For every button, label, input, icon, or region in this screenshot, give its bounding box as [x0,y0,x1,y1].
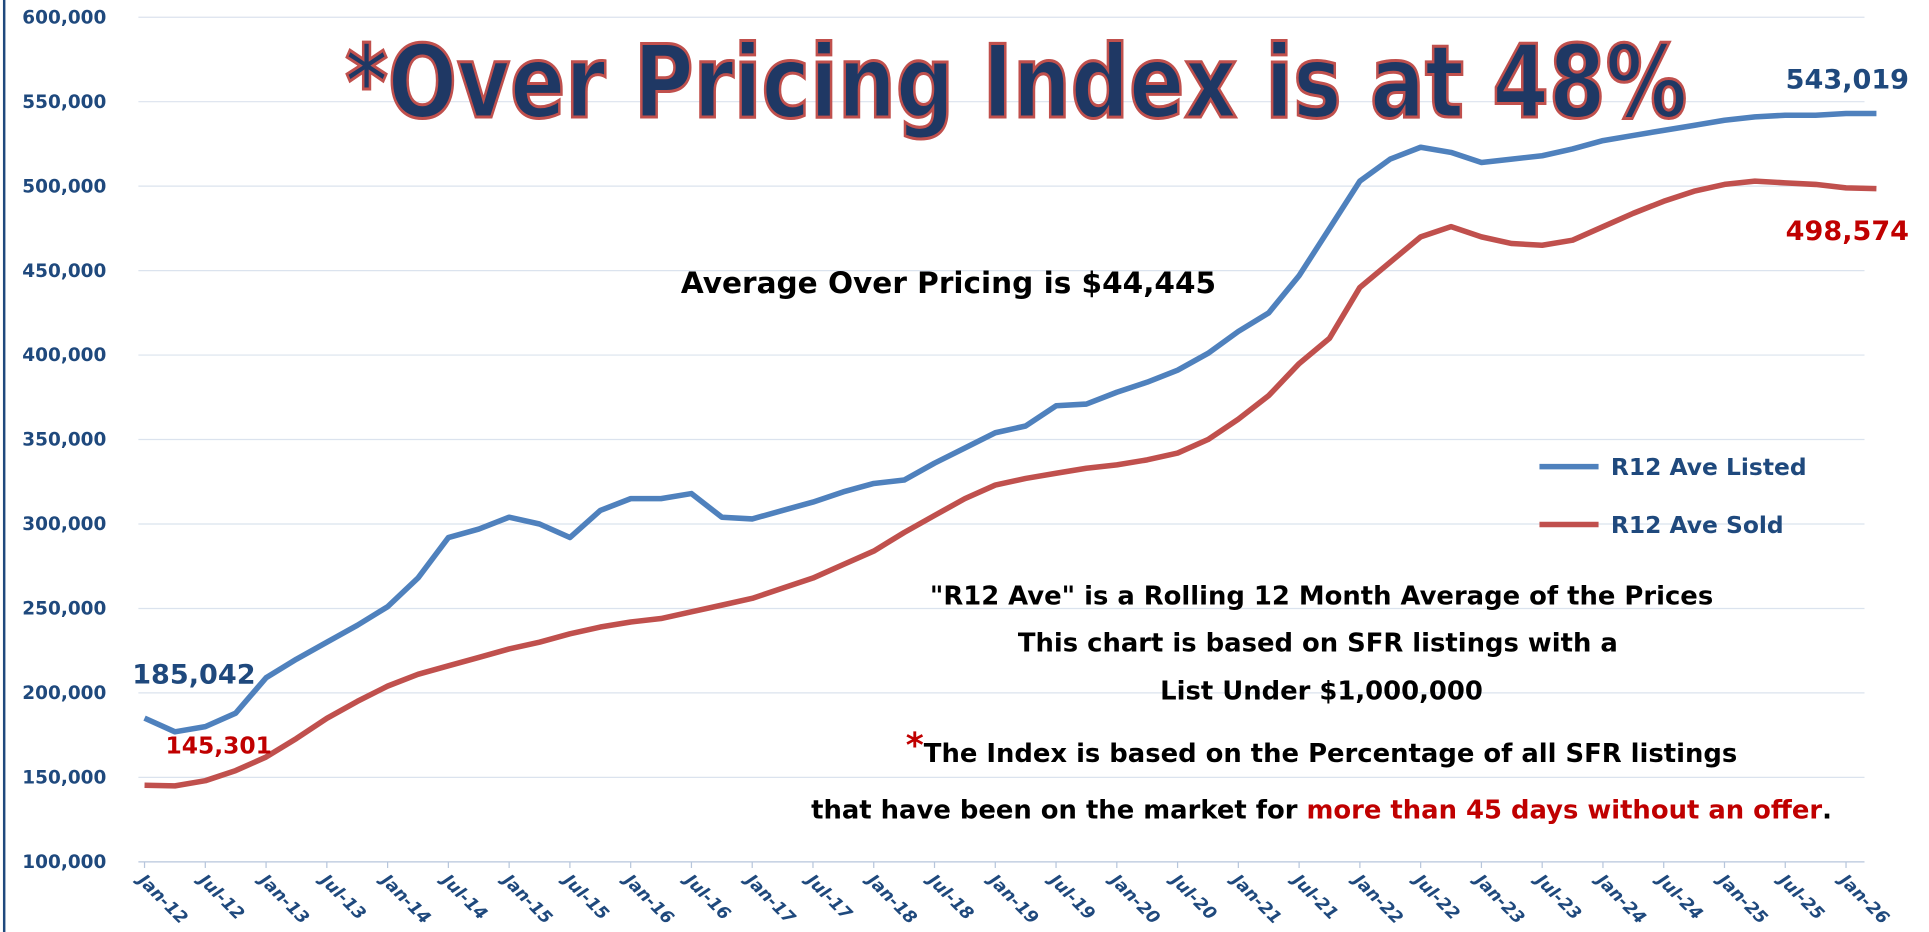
note: "R12 Ave" is a Rolling 12 Month Average … [930,582,1713,612]
y-tick-label: 250,000 [22,599,106,620]
footnote-mark: * [906,726,924,766]
footnote: that have been on the market for more th… [811,796,1832,826]
y-tick-label: 500,000 [22,176,106,197]
y-tick-label: 100,000 [22,852,106,873]
y-tick-label: 600,000 [22,7,106,28]
legend-label: R12 Ave Sold [1611,511,1784,539]
footnote-highlight: more than 45 days without an offer [1306,796,1822,826]
legend-label: R12 Ave Listed [1611,453,1807,481]
plot [143,110,1877,789]
y-tick-label: 200,000 [22,683,106,704]
y-tick-label: 400,000 [22,345,106,366]
series-line [144,178,1877,789]
note: This chart is based on SFR listings with… [1018,628,1618,658]
y-tick-label: 150,000 [22,768,106,789]
footnote-text: that have been on the market for [811,796,1306,826]
series-line [143,110,1877,735]
annotation: Average Over Pricing is $44,445 [681,266,1216,300]
note: List Under $1,000,000 [1160,676,1483,706]
chart-title: *Over Pricing Index is at 48% [345,23,1687,141]
y-tick-label: 450,000 [22,261,106,282]
y-tick-label: 300,000 [22,514,106,535]
footnote-text: The Index is based on the Percentage of … [924,739,1737,769]
y-tick-label: 550,000 [22,92,106,113]
footnote: *The Index is based on the Percentage of… [906,726,1737,769]
data-label: 145,301 [165,731,271,759]
footnote-text: . [1822,796,1832,826]
data-label: 498,574 [1786,216,1909,247]
grid [138,16,1865,868]
data-label: 543,019 [1786,65,1909,96]
data-label: 185,042 [132,659,255,690]
y-tick-label: 350,000 [22,430,106,451]
